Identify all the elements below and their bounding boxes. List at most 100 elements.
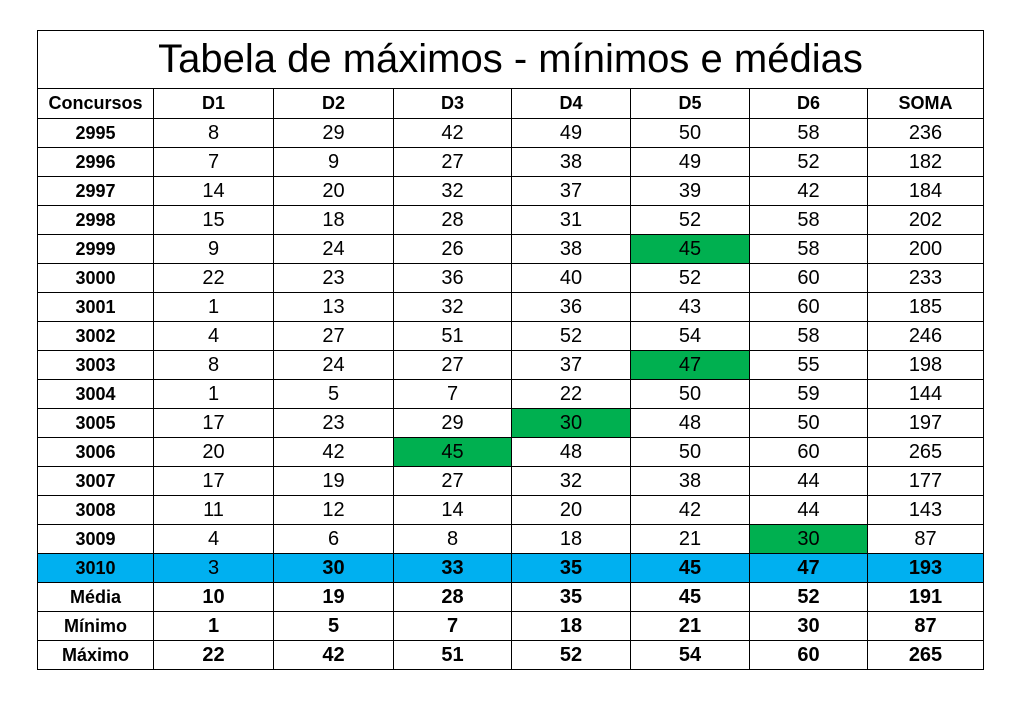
cell: 8	[393, 524, 512, 554]
data-row: 3009 4 6 8 18 21 30 87	[37, 524, 984, 554]
cell: 14	[153, 176, 274, 206]
row-label: 3000	[37, 263, 154, 293]
row-label: Média	[37, 582, 154, 612]
cell: 233	[867, 263, 984, 293]
summary-row: Média 10 19 28 35 45 52 191	[37, 582, 984, 612]
cell: 17	[153, 408, 274, 438]
cell: 48	[511, 437, 631, 467]
cell: 45	[630, 553, 750, 583]
cell: 265	[867, 640, 984, 670]
cell: 42	[630, 495, 750, 525]
cell: 22	[153, 640, 274, 670]
cell: 51	[393, 321, 512, 351]
cell: 38	[511, 147, 631, 177]
cell: 18	[511, 524, 631, 554]
cell: 60	[749, 263, 868, 293]
cell: 33	[393, 553, 512, 583]
cell: 52	[749, 147, 868, 177]
row-label: 3003	[37, 350, 154, 380]
cell: 1	[153, 611, 274, 641]
cell: 143	[867, 495, 984, 525]
cell: 55	[749, 350, 868, 380]
table: Tabela de máximos - mínimos e médias Con…	[37, 30, 984, 670]
cell: 60	[749, 437, 868, 467]
cell: 32	[393, 176, 512, 206]
cell: 59	[749, 379, 868, 409]
cell: 42	[749, 176, 868, 206]
row-label: 2996	[37, 147, 154, 177]
cell: 32	[393, 292, 512, 322]
cell: 24	[273, 350, 394, 380]
cell: 7	[153, 147, 274, 177]
cell: 45	[393, 437, 512, 467]
header-cell: D6	[749, 88, 868, 119]
row-label: 3006	[37, 437, 154, 467]
cell: 36	[393, 263, 512, 293]
cell: 37	[511, 176, 631, 206]
cell: 87	[867, 611, 984, 641]
cell: 50	[749, 408, 868, 438]
cell: 19	[273, 466, 394, 496]
cell: 60	[749, 640, 868, 670]
cell: 13	[273, 292, 394, 322]
cell: 58	[749, 205, 868, 235]
cell: 182	[867, 147, 984, 177]
cell: 51	[393, 640, 512, 670]
data-row: 3002 4 27 51 52 54 58 246	[37, 321, 984, 351]
cell: 50	[630, 437, 750, 467]
cell: 23	[273, 408, 394, 438]
cell: 21	[630, 524, 750, 554]
cell: 52	[630, 205, 750, 235]
cell: 44	[749, 466, 868, 496]
row-label: 2997	[37, 176, 154, 206]
cell: 39	[630, 176, 750, 206]
cell: 22	[511, 379, 631, 409]
table-container: Tabela de máximos - mínimos e médias Con…	[37, 30, 984, 670]
cell: 30	[511, 408, 631, 438]
cell: 54	[630, 321, 750, 351]
cell: 44	[749, 495, 868, 525]
data-row: 3007 17 19 27 32 38 44 177	[37, 466, 984, 496]
cell: 17	[153, 466, 274, 496]
row-label: 3005	[37, 408, 154, 438]
row-label: 2995	[37, 118, 154, 148]
cell: 1	[153, 379, 274, 409]
cell: 200	[867, 234, 984, 264]
cell: 38	[630, 466, 750, 496]
cell: 20	[273, 176, 394, 206]
cell: 27	[393, 147, 512, 177]
header-cell: Concursos	[37, 88, 154, 119]
cell: 5	[273, 611, 394, 641]
cell: 43	[630, 292, 750, 322]
cell: 30	[749, 524, 868, 554]
cell: 27	[393, 466, 512, 496]
header-cell: D3	[393, 88, 512, 119]
data-row: 2997 14 20 32 37 39 42 184	[37, 176, 984, 206]
cell: 20	[511, 495, 631, 525]
row-label: 2999	[37, 234, 154, 264]
cell: 30	[749, 611, 868, 641]
data-row: 3001 1 13 32 36 43 60 185	[37, 292, 984, 322]
cell: 42	[273, 437, 394, 467]
cell: 22	[153, 263, 274, 293]
cell: 191	[867, 582, 984, 612]
cell: 6	[273, 524, 394, 554]
cell: 31	[511, 205, 631, 235]
row-label: 3001	[37, 292, 154, 322]
row-label: 3004	[37, 379, 154, 409]
data-row: 2996 7 9 27 38 49 52 182	[37, 147, 984, 177]
cell: 35	[511, 582, 631, 612]
cell: 52	[511, 640, 631, 670]
header-cell: D5	[630, 88, 750, 119]
cell: 52	[749, 582, 868, 612]
data-row: 2995 8 29 42 49 50 58 236	[37, 118, 984, 148]
cell: 236	[867, 118, 984, 148]
cell: 8	[153, 118, 274, 148]
cell: 28	[393, 582, 512, 612]
cell: 27	[393, 350, 512, 380]
summary-row: Mínimo 1 5 7 18 21 30 87	[37, 611, 984, 641]
cell: 12	[273, 495, 394, 525]
data-row: 3003 8 24 27 37 47 55 198	[37, 350, 984, 380]
cell: 21	[630, 611, 750, 641]
cell: 9	[153, 234, 274, 264]
